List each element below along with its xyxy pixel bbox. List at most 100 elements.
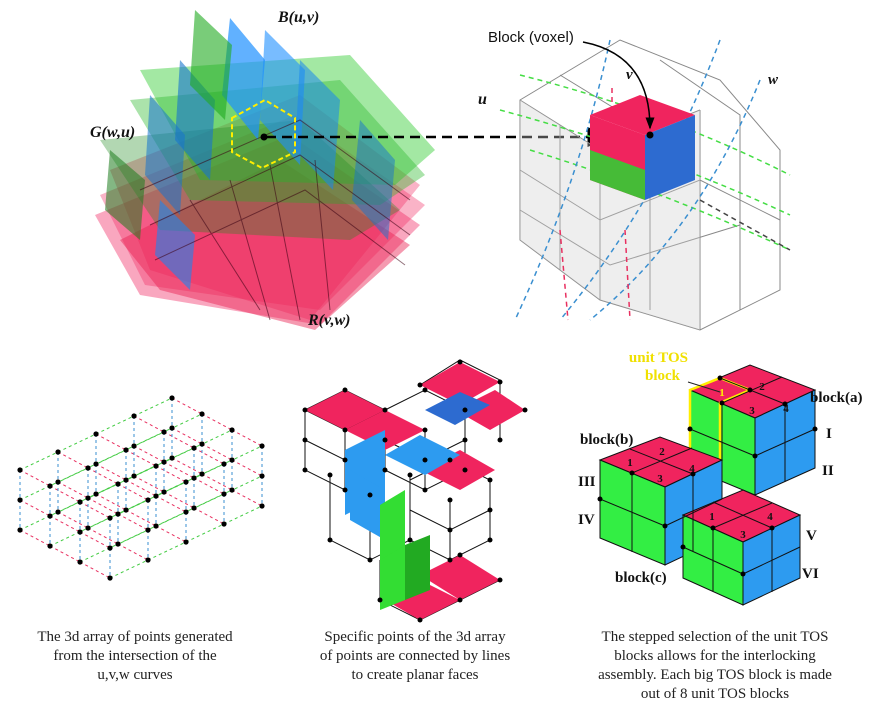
lattice-point bbox=[55, 479, 61, 485]
lattice-point bbox=[422, 387, 428, 393]
lattice-point bbox=[47, 543, 53, 549]
lattice-point bbox=[17, 497, 23, 503]
lattice-edge bbox=[87, 467, 119, 485]
label-unit-tos: unit TOS bbox=[629, 350, 688, 366]
label-block-a: block(a) bbox=[810, 390, 863, 406]
lattice-edge bbox=[57, 451, 89, 469]
lattice-point bbox=[107, 515, 113, 521]
lattice-point bbox=[447, 527, 453, 533]
lattice-point bbox=[462, 437, 468, 443]
lattice-edge bbox=[163, 491, 195, 509]
lattice-point bbox=[17, 467, 23, 473]
lattice-point bbox=[93, 491, 99, 497]
caption-line: of points are connected by lines bbox=[319, 648, 511, 664]
lattice-point bbox=[487, 507, 493, 513]
caption-right: The stepped selection of the unit TOS bl… bbox=[560, 628, 870, 704]
caption-line: u,v,w curves bbox=[97, 667, 173, 683]
lattice-edge bbox=[147, 541, 187, 561]
lattice-point bbox=[259, 503, 265, 509]
lattice-edge bbox=[19, 481, 59, 501]
lattice-point bbox=[161, 429, 167, 435]
caption-line: from the intersection of the bbox=[53, 648, 217, 664]
lattice-edge bbox=[201, 413, 233, 431]
lattice-edge bbox=[201, 443, 233, 461]
lattice-edge bbox=[171, 457, 203, 475]
lattice-edge bbox=[95, 475, 135, 495]
lattice-edge bbox=[133, 427, 173, 447]
lattice-point bbox=[153, 463, 159, 469]
lattice-edge bbox=[57, 493, 97, 513]
blue-fin bbox=[222, 18, 265, 140]
face-num: 3 bbox=[749, 405, 755, 417]
lattice-point bbox=[497, 437, 503, 443]
lattice-point bbox=[107, 545, 113, 551]
lattice-point bbox=[55, 509, 61, 515]
lattice-edge bbox=[57, 463, 97, 483]
voxel-center bbox=[646, 131, 654, 139]
roman-IV: IV bbox=[578, 512, 595, 528]
lattice-point bbox=[145, 557, 151, 563]
label-u: u bbox=[478, 91, 487, 108]
caption-line: assembly. Each big TOS block is made bbox=[598, 667, 832, 683]
lattice-edge bbox=[19, 529, 51, 547]
lattice-point bbox=[367, 492, 373, 498]
lattice-point bbox=[93, 431, 99, 437]
blue-fin bbox=[295, 60, 340, 190]
voxel-top bbox=[590, 95, 695, 135]
lattice-edge bbox=[223, 505, 263, 525]
green-fin bbox=[105, 150, 145, 240]
green-face bbox=[405, 535, 430, 600]
lattice-point bbox=[497, 379, 503, 385]
lattice-edge bbox=[185, 523, 225, 543]
lattice-edge bbox=[155, 465, 187, 483]
caption-line: blocks allows for the interlocking bbox=[614, 648, 816, 664]
lattice-edge bbox=[171, 427, 203, 445]
lattice-point bbox=[161, 459, 167, 465]
lattice-edge bbox=[19, 451, 59, 471]
lattice-edge bbox=[95, 433, 127, 451]
label-w: w bbox=[768, 72, 779, 88]
lattice-point bbox=[457, 552, 463, 558]
lattice-point bbox=[17, 527, 23, 533]
lattice-point bbox=[462, 467, 468, 473]
lattice-point bbox=[107, 575, 113, 581]
lattice-point bbox=[447, 557, 453, 563]
lattice-point bbox=[229, 487, 235, 493]
caption-line: Specific points of the 3d array bbox=[324, 629, 506, 645]
roman-I: I bbox=[826, 426, 832, 442]
label-b-uv: B(u,v) bbox=[277, 9, 319, 26]
lattice-edge bbox=[95, 445, 135, 465]
lattice-point bbox=[342, 487, 348, 493]
lattice-point bbox=[47, 483, 53, 489]
lattice-edge bbox=[95, 493, 127, 511]
lattice-edge bbox=[117, 513, 149, 531]
lattice-point bbox=[161, 489, 167, 495]
face-num: 3 bbox=[740, 529, 746, 541]
lattice-point bbox=[407, 472, 413, 478]
red-face bbox=[455, 390, 525, 430]
green-face bbox=[380, 490, 405, 565]
lattice-edge bbox=[231, 459, 263, 477]
lattice-point bbox=[199, 411, 205, 417]
lattice-edge bbox=[57, 481, 89, 499]
lattice-edge bbox=[87, 509, 127, 529]
lattice-point bbox=[342, 427, 348, 433]
green-fin bbox=[190, 10, 232, 120]
lattice-point bbox=[191, 445, 197, 451]
lattice-point bbox=[123, 507, 129, 513]
label-v: v bbox=[626, 67, 633, 83]
lattice-edge bbox=[79, 561, 111, 579]
lattice-point bbox=[123, 477, 129, 483]
lattice-point bbox=[153, 523, 159, 529]
lattice-point bbox=[183, 539, 189, 545]
blue-fin bbox=[155, 200, 195, 290]
lattice-edge bbox=[109, 559, 149, 579]
blue-fin bbox=[145, 95, 185, 215]
lattice-edge bbox=[133, 415, 165, 433]
lattice-edge bbox=[49, 527, 89, 547]
lattice-point bbox=[199, 441, 205, 447]
lattice-point bbox=[221, 521, 227, 527]
lattice-point bbox=[302, 467, 308, 473]
lattice-edge bbox=[19, 499, 51, 517]
